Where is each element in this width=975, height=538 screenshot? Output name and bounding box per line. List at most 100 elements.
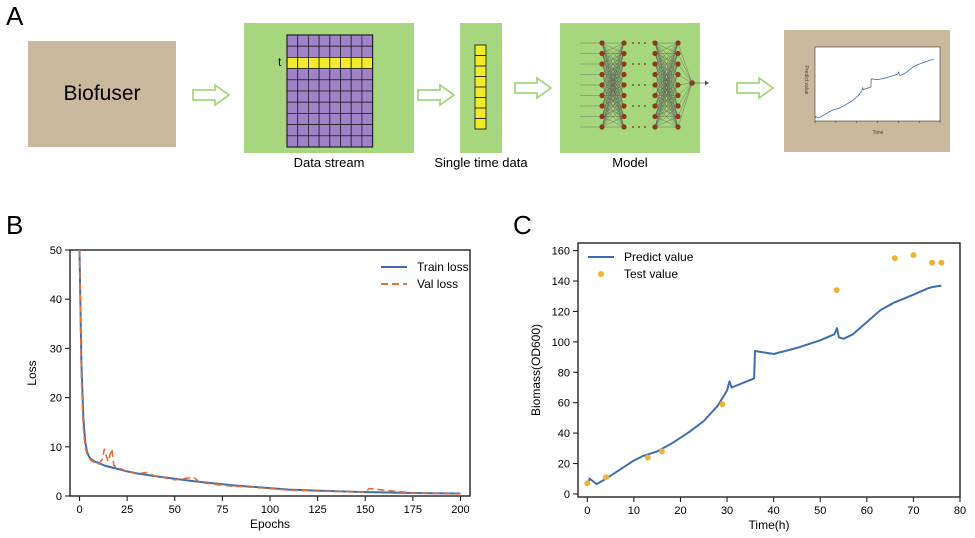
- data-stream-grid: [286, 34, 374, 148]
- grid-cell: [361, 68, 373, 81]
- nn-edge: [601, 63, 625, 128]
- nn-neuron: [652, 71, 658, 78]
- nn-edge: [654, 105, 679, 128]
- nn-neuron: [652, 124, 658, 130]
- nn-edge: [601, 42, 625, 65]
- grid-cell: [286, 79, 299, 92]
- x-tick-label: 75: [216, 504, 228, 516]
- nn-edge: [601, 42, 625, 107]
- single-time-cell: [474, 65, 487, 77]
- nn-edge: [654, 74, 679, 128]
- nn-ellipsis-dot: [644, 63, 646, 65]
- x-tick-label: 50: [169, 504, 181, 516]
- nn-ellipsis-dot: [644, 105, 646, 107]
- grid-cell: [340, 135, 352, 148]
- grid-cell: [361, 90, 373, 103]
- nn-neuron: [652, 61, 658, 67]
- nn-edge: [654, 42, 679, 117]
- nn-neuron: [675, 124, 681, 130]
- grid-cell: [340, 90, 352, 103]
- y-tick-label: 100: [552, 337, 570, 349]
- grid-cell: [297, 135, 309, 148]
- x-tick-label: 150: [356, 504, 374, 516]
- series-line-train-loss: [78, 249, 461, 495]
- y-tick-label: 10: [50, 442, 62, 454]
- grid-cell: [307, 101, 320, 114]
- grid-cell: [329, 101, 341, 114]
- y-tick-label: 140: [552, 276, 570, 288]
- single-time-cell: [474, 118, 487, 130]
- biofuser-box: [28, 41, 176, 147]
- grid-cell: [297, 57, 309, 70]
- grid-cell: [286, 113, 299, 126]
- y-tick-label: 40: [50, 294, 62, 306]
- x-tick-label: 50: [814, 505, 826, 517]
- x-tick-label: 20: [674, 505, 686, 517]
- nn-edge: [654, 42, 679, 107]
- grid-cell: [340, 57, 352, 70]
- nn-edge: [654, 42, 679, 54]
- nn-edge: [677, 82, 693, 107]
- nn-edge: [601, 42, 625, 117]
- nn-ellipsis-dot: [632, 105, 634, 107]
- nn-ellipsis-dot: [638, 63, 640, 65]
- grid-cell: [361, 101, 373, 114]
- nn-neuron: [652, 40, 658, 46]
- y-tick-label: 0: [564, 489, 570, 501]
- grid-cell: [340, 68, 352, 81]
- grid-cell: [286, 34, 299, 47]
- nn-neuron: [621, 71, 627, 78]
- nn-ellipsis-dot: [632, 42, 634, 44]
- nn-neuron: [599, 61, 605, 67]
- grid-cell: [297, 124, 309, 137]
- grid-cell: [318, 124, 331, 137]
- x-tick-label: 30: [721, 505, 733, 517]
- nn-edge: [677, 82, 693, 117]
- y-tick-label: 120: [552, 306, 570, 318]
- grid-cell: [286, 101, 299, 114]
- nn-ellipsis-dot: [632, 63, 634, 65]
- nn-output-neuron: [689, 80, 695, 86]
- legend-label: Test value: [624, 267, 678, 281]
- grid-cell: [318, 68, 331, 81]
- grid-cell: [297, 79, 309, 92]
- x-tick-label: 80: [954, 505, 966, 517]
- grid-cell: [350, 113, 363, 126]
- grid-cell: [329, 34, 341, 47]
- nn-ellipsis-dot: [632, 84, 634, 86]
- grid-cell: [307, 113, 320, 126]
- nn-neuron: [599, 71, 605, 78]
- nn-edge: [654, 42, 679, 86]
- grid-cell: [361, 34, 373, 47]
- grid-cell: [361, 79, 373, 92]
- nn-neuron: [675, 82, 681, 88]
- nn-edge: [601, 42, 625, 96]
- nn-neuron: [652, 103, 658, 109]
- grid-cell: [350, 45, 363, 58]
- single-time-caption: Single time data: [434, 155, 528, 170]
- nn-edge: [677, 82, 693, 96]
- grid-cell: [340, 45, 352, 58]
- output-thumbnail-chart: [814, 46, 941, 123]
- nn-ellipsis-dot: [638, 126, 640, 128]
- grid-cell: [329, 79, 341, 92]
- test-value-point: [584, 480, 591, 487]
- grid-cell: [286, 135, 299, 148]
- x-tick-label: 100: [261, 504, 279, 516]
- x-tick-label: 10: [628, 505, 640, 517]
- x-axis-label: Time(h): [749, 518, 790, 532]
- grid-cell: [350, 135, 363, 148]
- nn-neuron: [652, 92, 658, 99]
- neural-network-icon: [580, 40, 709, 130]
- nn-edge: [601, 42, 625, 128]
- nn-neuron: [621, 113, 627, 120]
- single-time-cell: [474, 55, 487, 67]
- nn-ellipsis-dot: [638, 105, 640, 107]
- single-time-cell: [474, 76, 487, 88]
- flow-arrow-icon: [417, 83, 456, 107]
- nn-edge: [601, 53, 625, 128]
- grid-border: [286, 34, 374, 148]
- nn-edge: [677, 82, 693, 128]
- legend-label: Train loss: [417, 260, 469, 274]
- nn-neuron: [621, 124, 627, 130]
